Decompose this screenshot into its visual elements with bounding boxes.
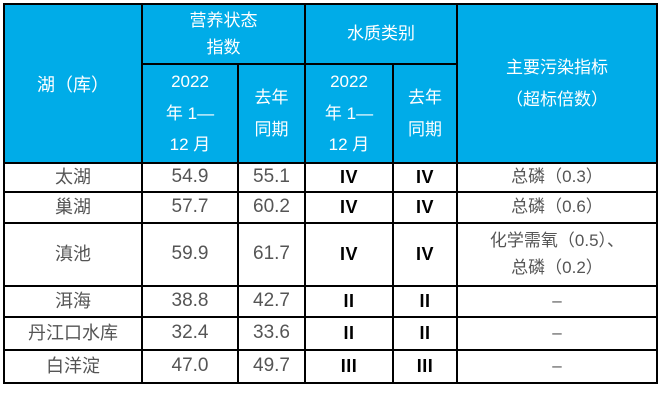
header-nutrition-period-2022: 2022 年 1— 12 月 [141, 63, 239, 164]
pollutant-cell: 总磷（0.6） [456, 191, 658, 224]
table-row-erhai: 洱海 38.8 42.7 II II – [3, 285, 658, 318]
nutrition-prev-cell: 60.2 [237, 191, 306, 224]
nutrition-2022-cell: 54.9 [141, 162, 239, 193]
nutrition-prev-cell: 61.7 [237, 222, 306, 287]
table-row-taihu: 太湖 54.9 55.1 IV IV 总磷（0.3） [3, 162, 658, 193]
quality-2022-cell: III [304, 349, 394, 384]
nutrition-2022-cell: 32.4 [141, 316, 239, 351]
lake-name-cell: 太湖 [3, 162, 143, 193]
header-nutrition-period-prev: 去年 同期 [237, 63, 306, 164]
quality-2022-cell: II [304, 316, 394, 351]
quality-prev-cell: III [392, 349, 458, 384]
lake-name-cell: 白洋淀 [3, 349, 143, 384]
quality-2022-cell: II [304, 285, 394, 318]
pollutant-cell: – [456, 316, 658, 351]
header-row-periods: 2022 年 1— 12 月 去年 同期 2022 年 1— 12 月 去年 同… [4, 63, 657, 164]
quality-prev-cell: IV [392, 162, 458, 193]
lake-water-quality-table: 湖（库） 营养状态 指数 水质类别 主要污染指标 （超标倍数） 2022 年 1… [3, 3, 658, 384]
lake-name-cell: 滇池 [3, 222, 143, 287]
nutrition-2022-cell: 47.0 [141, 349, 239, 384]
quality-prev-cell: IV [392, 191, 458, 224]
nutrition-prev-cell: 33.6 [237, 316, 306, 351]
header-lake-column: 湖（库） [3, 3, 143, 164]
quality-prev-cell: IV [392, 222, 458, 287]
header-row-groups: 湖（库） 营养状态 指数 水质类别 主要污染指标 （超标倍数） [3, 3, 658, 164]
nutrition-2022-cell: 57.7 [141, 191, 239, 224]
quality-2022-cell: IV [304, 222, 394, 287]
lake-name-cell: 巢湖 [3, 191, 143, 224]
quality-prev-cell: II [392, 285, 458, 318]
table-row-chaohu: 巢湖 57.7 60.2 IV IV 总磷（0.6） [3, 191, 658, 224]
lake-name-cell: 丹江口水库 [3, 316, 143, 351]
nutrition-2022-cell: 38.8 [141, 285, 239, 318]
header-water-quality-group: 水质类别 [304, 3, 458, 65]
quality-2022-cell: IV [304, 162, 394, 193]
header-main-pollutant-column: 主要污染指标 （超标倍数） [456, 3, 658, 164]
quality-2022-cell: IV [304, 191, 394, 224]
table-row-dianchi: 滇池 59.9 61.7 IV IV 化学需氧（0.5）、 总磷（0.2） [3, 222, 658, 287]
pollutant-cell: 总磷（0.3） [456, 162, 658, 193]
nutrition-prev-cell: 55.1 [237, 162, 306, 193]
pollutant-cell: 化学需氧（0.5）、 总磷（0.2） [456, 222, 658, 287]
table-row-baiyangdian: 白洋淀 47.0 49.7 III III – [3, 349, 658, 384]
header-quality-period-prev: 去年 同期 [392, 63, 458, 164]
pollutant-cell: – [456, 285, 658, 318]
lake-name-cell: 洱海 [3, 285, 143, 318]
nutrition-prev-cell: 49.7 [237, 349, 306, 384]
header-nutrition-index-group: 营养状态 指数 [141, 3, 306, 65]
pollutant-cell: – [456, 349, 658, 384]
header-quality-period-2022: 2022 年 1— 12 月 [304, 63, 394, 164]
table-row-danjiangkou: 丹江口水库 32.4 33.6 II II – [3, 316, 658, 351]
quality-prev-cell: II [392, 316, 458, 351]
nutrition-2022-cell: 59.9 [141, 222, 239, 287]
nutrition-prev-cell: 42.7 [237, 285, 306, 318]
